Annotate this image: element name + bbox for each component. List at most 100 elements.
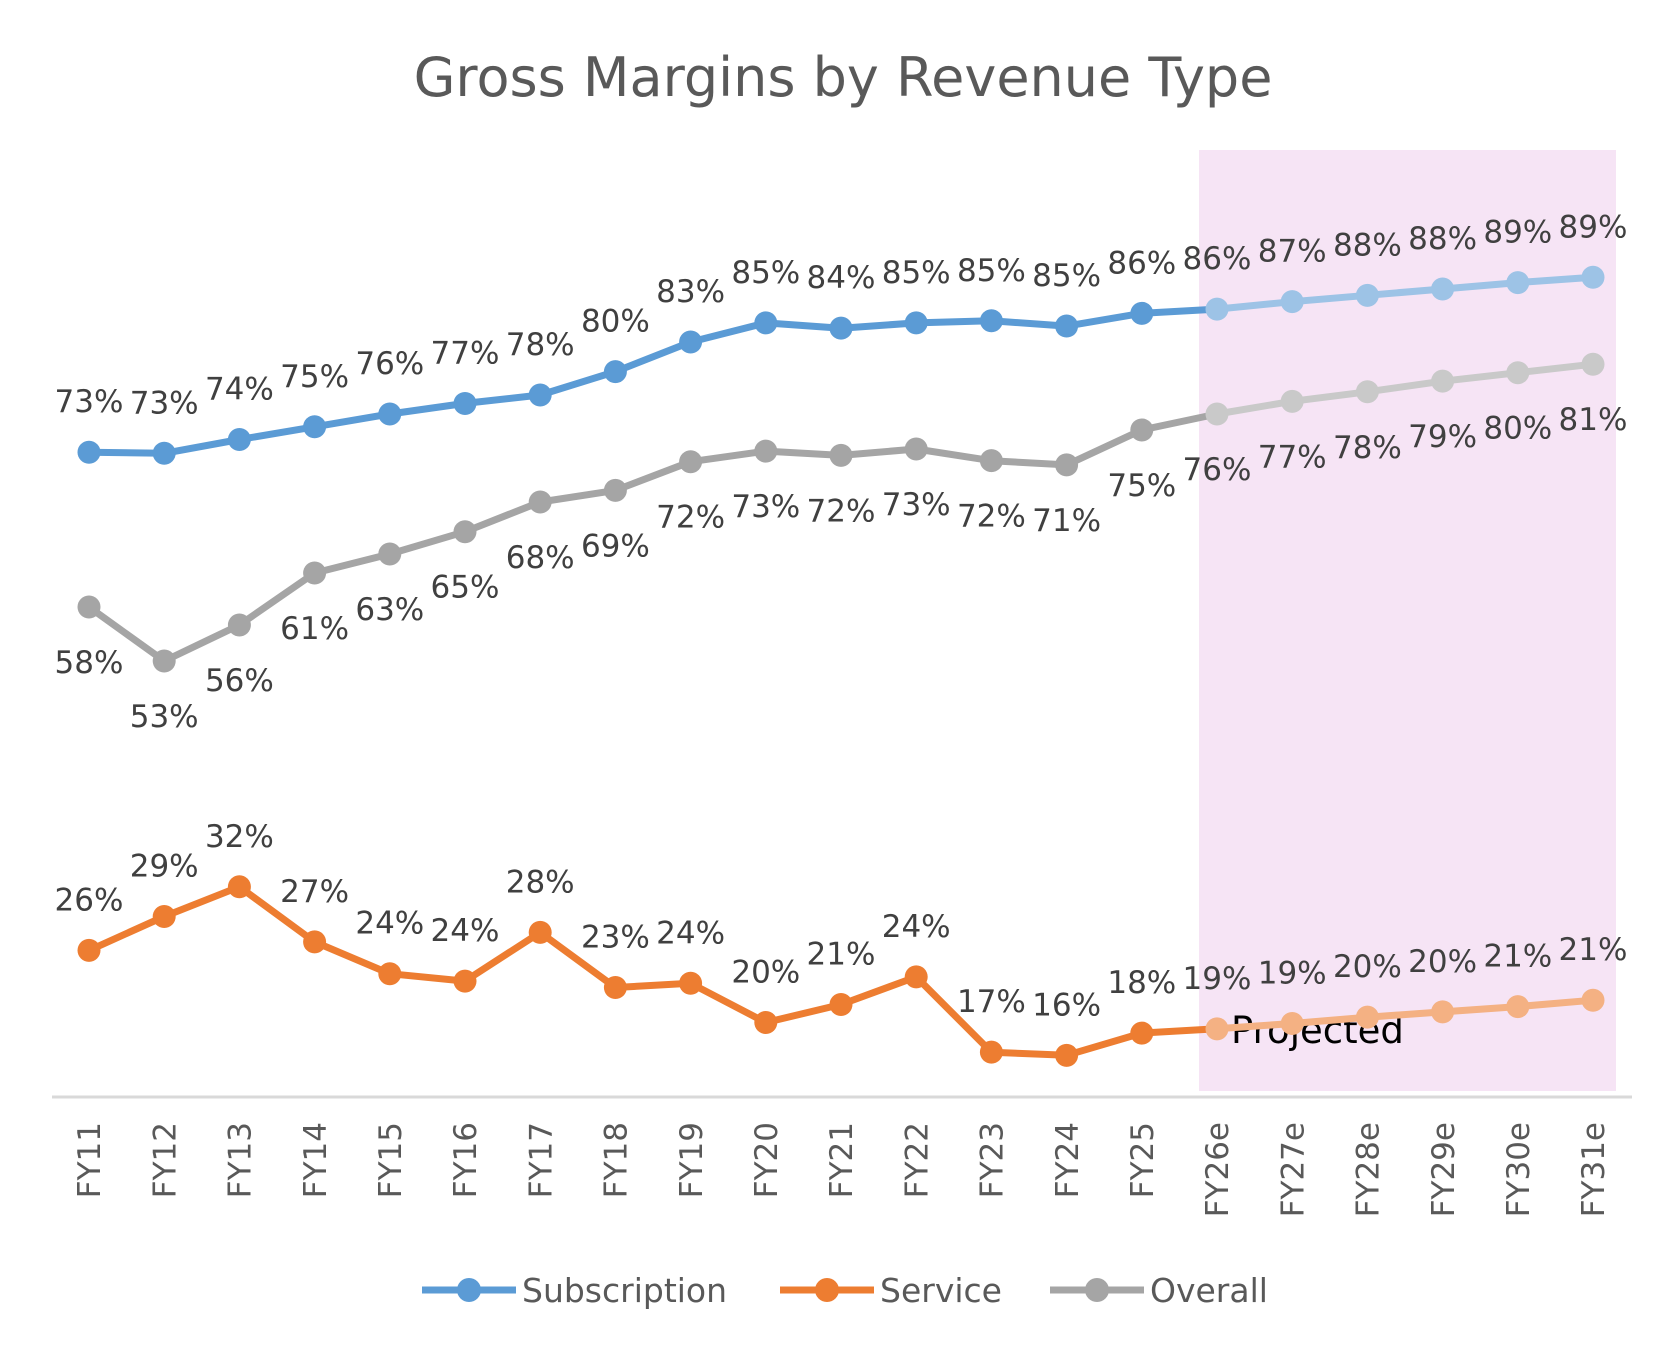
- legend-item-overall: Overall: [1050, 1271, 1268, 1310]
- service-point-fy30e: [1506, 995, 1530, 1019]
- x-tick-label-fy27e: FY27e: [1275, 1122, 1311, 1217]
- overall-label-fy29e: 79%: [1408, 419, 1477, 455]
- overall-point-fy26e: [1205, 402, 1229, 426]
- overall-label-fy27e: 77%: [1258, 439, 1327, 475]
- x-tick-label-fy14: FY14: [298, 1122, 334, 1198]
- data-labels: 73% 73% 74% 75% 76% 77% 78%80%83%85% 84% 85% 85% 8…: [55, 209, 1628, 1023]
- subscription-point-fy12: [152, 441, 176, 465]
- subscription-point-fy22: [904, 311, 928, 335]
- overall-point-fy11: [77, 595, 101, 619]
- x-tick-label-fy19: FY19: [674, 1122, 710, 1198]
- subscription-label-fy14: 75%: [280, 359, 349, 395]
- subscription-label-fy24: 85%: [1032, 258, 1101, 294]
- service-point-fy21: [829, 992, 853, 1016]
- subscription-point-fy15: [378, 402, 402, 426]
- x-tick-label-fy23: FY23: [975, 1122, 1011, 1198]
- service-label-fy16: 24%: [431, 913, 500, 949]
- subscription-line-actual: [85, 305, 1221, 457]
- overall-point-fy22: [904, 437, 928, 461]
- x-tick-label-fy17: FY17: [523, 1122, 559, 1198]
- service-label-fy29e: 20%: [1408, 944, 1477, 980]
- service-point-fy12: [152, 904, 176, 928]
- subscription-point-fy31e: [1581, 265, 1605, 289]
- subscription-label-fy31e: 89%: [1559, 209, 1628, 245]
- service-label-fy27e: 19%: [1258, 956, 1327, 992]
- subscription-point-fy27e: [1280, 290, 1304, 314]
- overall-line-actual: [85, 410, 1221, 665]
- x-tick-label-fy22: FY22: [899, 1122, 935, 1198]
- subscription-label-fy17: 78%: [506, 327, 575, 363]
- subscription-label-fy12: 73%: [130, 385, 199, 421]
- overall-label-fy19: 72%: [656, 500, 725, 536]
- service-point-fy28e: [1355, 1005, 1379, 1029]
- x-tick-label-fy25: FY25: [1125, 1122, 1161, 1198]
- service-label-fy17: 28%: [506, 864, 575, 900]
- overall-label-fy15: 63%: [355, 592, 424, 628]
- overall-point-fy24: [1055, 453, 1079, 477]
- subscription-label-fy11: 73%: [55, 384, 124, 420]
- x-tick-label-fy21: FY21: [824, 1122, 860, 1198]
- subscription-label-fy13: 74%: [205, 371, 274, 407]
- subscription-label-fy29e: 88%: [1408, 221, 1477, 257]
- x-tick-label-fy28e: FY28e: [1351, 1122, 1387, 1217]
- legend-swatch-marker-subscription: [457, 1278, 481, 1302]
- overall-point-fy30e: [1506, 361, 1530, 385]
- overall-point-fy27e: [1280, 389, 1304, 413]
- service-label-fy24: 16%: [1032, 987, 1101, 1023]
- overall-label-fy16: 65%: [431, 570, 500, 606]
- x-tick-label-fy13: FY13: [223, 1122, 259, 1198]
- service-label-fy18: 23%: [581, 920, 650, 956]
- subscription-label-fy26e: 86%: [1183, 241, 1252, 277]
- service-point-fy26e: [1205, 1017, 1229, 1041]
- service-label-fy26e: 19%: [1183, 961, 1252, 997]
- overall-point-fy21: [829, 443, 853, 467]
- service-label-fy28e: 20%: [1333, 949, 1402, 985]
- overall-point-fy23: [979, 449, 1003, 473]
- subscription-label-fy23: 85%: [957, 253, 1026, 289]
- overall-label-fy12: 53%: [130, 699, 199, 735]
- legend-item-service: Service: [780, 1271, 1002, 1310]
- service-label-fy14: 27%: [280, 874, 349, 910]
- service-label-fy19: 24%: [656, 915, 725, 951]
- overall-point-fy29e: [1431, 369, 1455, 393]
- overall-label-fy25: 75%: [1107, 468, 1176, 504]
- overall-label-fy24: 71%: [1032, 503, 1101, 539]
- legend-label-overall: Overall: [1150, 1271, 1268, 1310]
- subscription-label-fy18: 80%: [581, 304, 650, 340]
- x-tick-label-fy12: FY12: [147, 1122, 183, 1198]
- subscription-point-fy19: [679, 330, 703, 354]
- chart-title: Gross Margins by Revenue Type: [414, 46, 1273, 109]
- overall-point-fy31e: [1581, 352, 1605, 376]
- subscription-point-fy28e: [1355, 283, 1379, 307]
- service-point-fy16: [453, 969, 477, 993]
- subscription-point-fy14: [303, 415, 327, 439]
- x-tick-label-fy20: FY20: [749, 1122, 785, 1198]
- legend-item-subscription: Subscription: [422, 1271, 727, 1310]
- service-label-fy11: 26%: [55, 882, 124, 918]
- subscription-label-fy19: 83%: [656, 274, 725, 310]
- overall-point-fy17: [528, 490, 552, 514]
- service-label-fy23: 17%: [957, 984, 1026, 1020]
- service-line-actual: [85, 883, 1221, 1059]
- service-point-fy11: [77, 938, 101, 962]
- subscription-point-fy18: [603, 360, 627, 384]
- overall-point-fy19: [679, 450, 703, 474]
- subscription-label-fy16: 77%: [431, 335, 500, 371]
- subscription-label-fy20: 85%: [731, 255, 800, 291]
- legend: Subscription Service Overall: [422, 1271, 1268, 1310]
- service-point-fy18: [603, 976, 627, 999]
- service-point-fy29e: [1431, 1000, 1455, 1024]
- subscription-label-fy15: 76%: [355, 346, 424, 382]
- subscription-point-fy24: [1055, 314, 1079, 338]
- overall-point-fy18: [603, 478, 627, 502]
- overall-label-fy17: 68%: [506, 540, 575, 576]
- x-tick-label-fy18: FY18: [599, 1122, 635, 1198]
- overall-label-fy13: 56%: [205, 663, 274, 699]
- overall-point-fy28e: [1355, 380, 1379, 404]
- subscription-point-fy21: [829, 316, 853, 340]
- subscription-label-fy27e: 87%: [1258, 234, 1327, 270]
- legend-swatch-marker-overall: [1085, 1278, 1109, 1302]
- overall-line-projected: [1213, 360, 1597, 418]
- overall-point-fy16: [453, 520, 477, 544]
- overall-label-fy21: 72%: [807, 493, 876, 529]
